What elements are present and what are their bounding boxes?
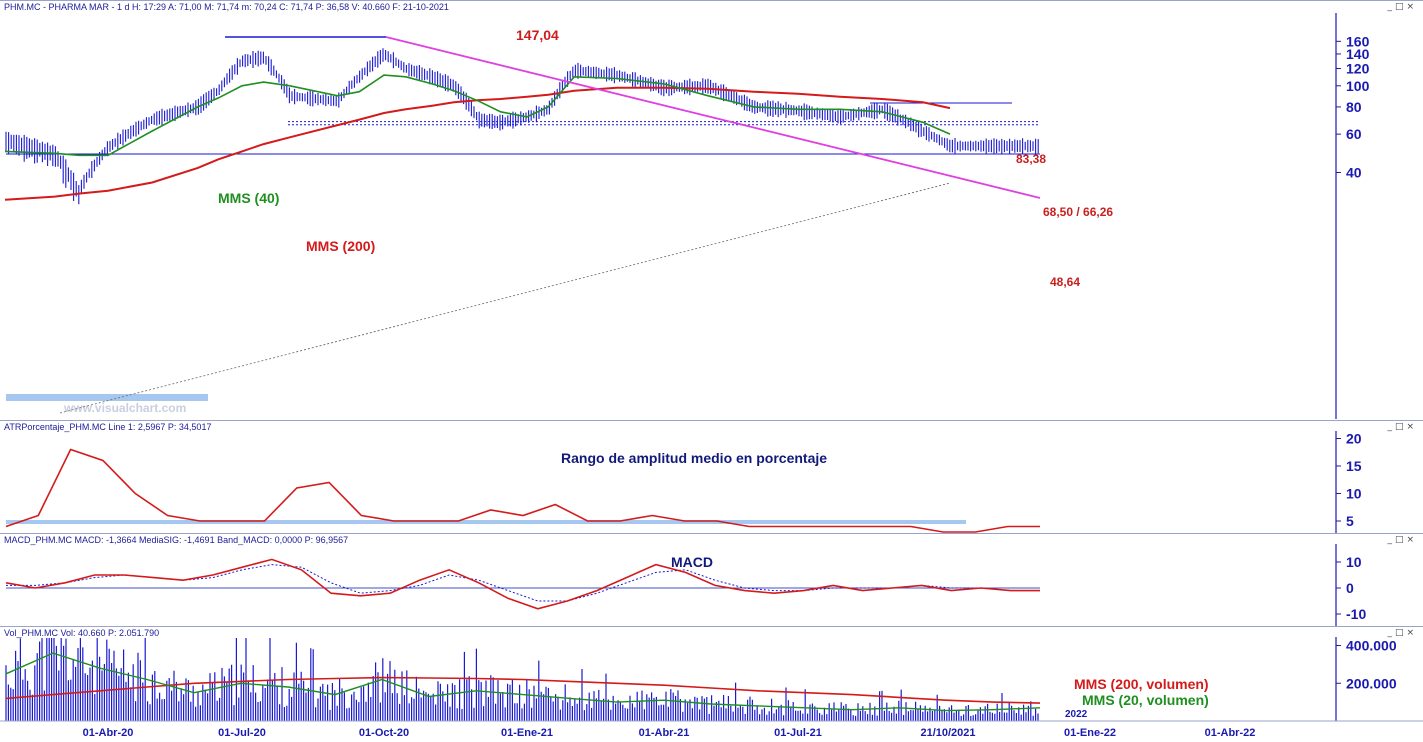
- y-tick-label: 120: [1346, 61, 1370, 77]
- y-tick-label: -10: [1346, 606, 1366, 622]
- annot-resistance: 83,38: [1016, 152, 1046, 166]
- x-tick-label: 01-Oct-20: [359, 727, 409, 739]
- y-tick-label: 100: [1346, 78, 1370, 94]
- ma40-line: [4, 74, 951, 157]
- volume-ma200-label: MMS (200, volumen): [1074, 676, 1209, 692]
- x-tick-label: 01-Jul-20: [218, 727, 266, 739]
- y-tick-label: 10: [1346, 486, 1362, 502]
- x-tick-label: 01-Abr-21: [639, 727, 690, 739]
- price-header: PHM.MC - PHARMA MAR - 1 d H: 17:29 A: 71…: [4, 2, 449, 12]
- y-tick-label: 15: [1346, 458, 1362, 474]
- volume-header: Vol_PHM.MC Vol: 40.660 P: 2.051.790: [4, 628, 160, 638]
- atr-chart[interactable]: 20 15 10 5 Rango de amplitud medio en porce…: [0, 421, 1423, 534]
- x-tick-label: 01-Ene-21: [501, 727, 553, 739]
- watermark: www.visualchart.com: [63, 401, 186, 415]
- window-controls[interactable]: _□×: [1387, 535, 1417, 545]
- volume-ma20-line: [5, 652, 1041, 712]
- window-controls[interactable]: _□×: [1387, 2, 1417, 12]
- y-tick-label: 40: [1346, 165, 1362, 181]
- volume-ma20-label: MMS (20, volumen): [1082, 692, 1209, 708]
- y-tick-label: 140: [1346, 46, 1370, 62]
- atr-band: [6, 520, 966, 524]
- atr-panel: ATRPorcentaje_PHM.MC Line 1: 2,5967 P: 3…: [0, 420, 1423, 533]
- macd-header: MACD_PHM.MC MACD: -1,3664 MediaSIG: -1,4…: [4, 535, 349, 545]
- y-tick-label: 200.000: [1346, 675, 1397, 691]
- macd-line: [5, 558, 1040, 610]
- annot-support: 48,64: [1050, 275, 1080, 289]
- macd-title: MACD: [671, 554, 713, 570]
- x-tick-label: 21/10/2021: [920, 727, 975, 739]
- price-bars: [5, 48, 1039, 205]
- y-tick-label: 160: [1346, 33, 1370, 49]
- ma40-label: MMS (40): [218, 190, 279, 206]
- ma200-line: [4, 86, 951, 201]
- resistance-trendline: [385, 36, 1041, 199]
- y-tick-label: 10: [1346, 554, 1362, 570]
- window-controls[interactable]: _□×: [1387, 422, 1417, 432]
- atr-line: [5, 448, 1040, 533]
- x-tick-label: 01-Abr-20: [83, 727, 134, 739]
- watermark-band: [6, 394, 208, 401]
- year-marker: 2022: [1065, 709, 1088, 720]
- support-trendline: [59, 182, 951, 414]
- atr-title: Rango de amplitud medio en porcentaje: [561, 450, 827, 466]
- macd-signal-line: [6, 564, 1040, 602]
- x-tick-label: 01-Ene-22: [1064, 727, 1116, 739]
- annot-high: 147,04: [516, 27, 559, 43]
- volume-chart[interactable]: 400.000 200.000 MMS (200, volumen) MMS (2…: [0, 627, 1423, 742]
- price-panel: PHM.MC - PHARMA MAR - 1 d H: 17:29 A: 71…: [0, 0, 1423, 420]
- volume-bars: [5, 638, 1039, 721]
- macd-panel: MACD_PHM.MC MACD: -1,3664 MediaSIG: -1,4…: [0, 533, 1423, 626]
- y-tick-label: 60: [1346, 126, 1362, 142]
- volume-ma200-line: [5, 676, 1041, 704]
- y-tick-label: 20: [1346, 431, 1362, 447]
- x-tick-label: 01-Jul-21: [774, 727, 822, 739]
- atr-header: ATRPorcentaje_PHM.MC Line 1: 2,5967 P: 3…: [4, 422, 212, 432]
- volume-panel: Vol_PHM.MC Vol: 40.660 P: 2.051.790 _□× …: [0, 626, 1423, 741]
- macd-chart[interactable]: 10 0 -10 MACD: [0, 534, 1423, 627]
- window-controls[interactable]: _□×: [1387, 628, 1417, 638]
- y-tick-label: 0: [1346, 580, 1354, 596]
- x-tick-label: 01-Abr-22: [1205, 727, 1256, 739]
- ma200-label: MMS (200): [306, 238, 375, 254]
- annot-support-band: 68,50 / 66,26: [1043, 205, 1113, 219]
- y-tick-label: 80: [1346, 99, 1362, 115]
- y-tick-label: 400.000: [1346, 638, 1397, 654]
- y-tick-label: 5: [1346, 513, 1354, 529]
